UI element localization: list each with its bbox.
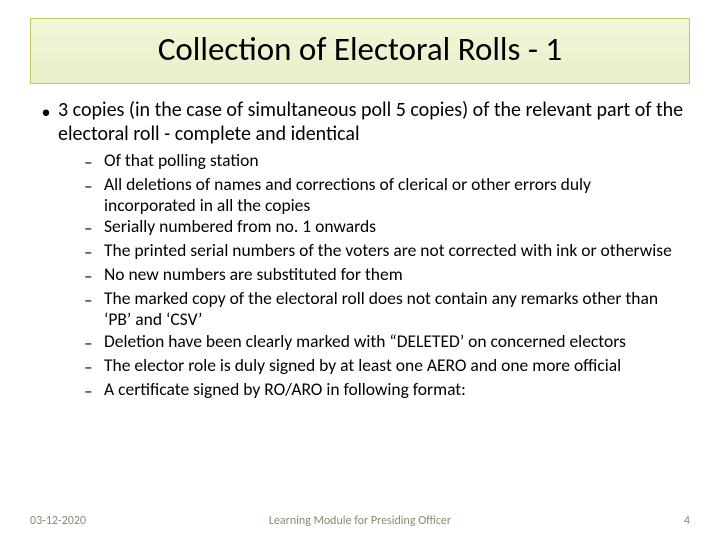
main-bullet-text: 3 copies (in the case of simultaneous po… xyxy=(58,98,686,146)
sub-bullet-text: A certificate signed by RO/ARO in follow… xyxy=(104,379,466,402)
sub-bullet-text: The marked copy of the electoral roll do… xyxy=(104,288,686,329)
dash-icon: – xyxy=(84,150,104,173)
sub-bullet: – Deletion have been clearly marked with… xyxy=(84,331,686,354)
footer-date: 03-12-2020 xyxy=(30,514,86,528)
footer: 03-12-2020 Learning Module for Presiding… xyxy=(0,514,720,528)
dash-icon: – xyxy=(84,240,104,263)
dash-icon: – xyxy=(84,355,104,378)
sub-bullet: – A certificate signed by RO/ARO in foll… xyxy=(84,379,686,402)
main-bullet: • 3 copies (in the case of simultaneous … xyxy=(34,98,686,146)
footer-module: Learning Module for Presiding Officer xyxy=(269,514,451,528)
sub-bullet: – Serially numbered from no. 1 onwards xyxy=(84,216,686,239)
sub-bullet-text: Of that polling station xyxy=(104,150,259,173)
dash-icon: – xyxy=(84,264,104,287)
sub-bullet-text: Deletion have been clearly marked with “… xyxy=(104,331,626,354)
sub-bullet-text: The elector role is duly signed by at le… xyxy=(104,355,621,378)
sub-bullet-text: No new numbers are substituted for them xyxy=(104,264,403,287)
sub-bullet-text: The printed serial numbers of the voters… xyxy=(104,240,672,263)
bullet-icon: • xyxy=(34,98,58,146)
dash-icon: – xyxy=(84,331,104,354)
sub-bullet: – The elector role is duly signed by at … xyxy=(84,355,686,378)
sub-bullet-text: Serially numbered from no. 1 onwards xyxy=(104,216,376,239)
content-area: • 3 copies (in the case of simultaneous … xyxy=(30,98,690,528)
dash-icon: – xyxy=(84,288,104,329)
sub-bullet: – Of that polling station xyxy=(84,150,686,173)
slide: Collection of Electoral Rolls - 1 • 3 co… xyxy=(0,0,720,540)
sub-bullet-list: – Of that polling station – All deletion… xyxy=(84,150,686,402)
title-box: Collection of Electoral Rolls - 1 xyxy=(30,18,690,84)
sub-bullet: – All deletions of names and corrections… xyxy=(84,174,686,215)
footer-page-number: 4 xyxy=(684,514,690,528)
dash-icon: – xyxy=(84,174,104,215)
slide-title: Collection of Electoral Rolls - 1 xyxy=(51,29,669,69)
sub-bullet: – No new numbers are substituted for the… xyxy=(84,264,686,287)
sub-bullet: – The printed serial numbers of the vote… xyxy=(84,240,686,263)
dash-icon: – xyxy=(84,216,104,239)
dash-icon: – xyxy=(84,379,104,402)
sub-bullet: – The marked copy of the electoral roll … xyxy=(84,288,686,329)
sub-bullet-text: All deletions of names and corrections o… xyxy=(104,174,686,215)
